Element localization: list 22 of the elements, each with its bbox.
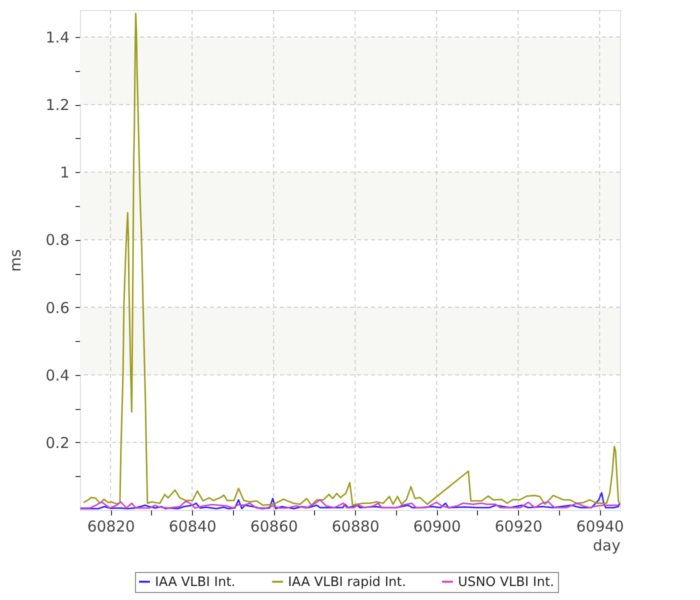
x-tick-label: 60920 — [494, 518, 542, 536]
line-series — [82, 12, 620, 506]
x-tick-label: 60860 — [250, 518, 298, 536]
x-tick-label: 60820 — [87, 518, 135, 536]
x-axis-title: day — [592, 536, 621, 554]
y-tick-label: 1.2 — [46, 96, 70, 114]
x-tick-label: 60840 — [168, 518, 216, 536]
y-tick-label: 1 — [60, 164, 70, 182]
y-tick-label: 0.8 — [46, 231, 70, 250]
y-tick-label: 0.6 — [46, 298, 70, 317]
x-tick-label: 60940 — [576, 518, 624, 536]
y-tick-label: 1.4 — [46, 28, 70, 47]
y-tick-label: 0.2 — [46, 434, 70, 452]
y-axis-title: ms — [6, 249, 25, 272]
y-tick-label: 0.4 — [46, 366, 70, 384]
legend-label: IAA VLBI Int. — [155, 574, 236, 590]
x-tick-label: 60900 — [413, 518, 461, 536]
x-tick-label: 60880 — [332, 518, 380, 536]
legend-label: USNO VLBI Int. — [458, 574, 554, 590]
legend-label: IAA VLBI rapid Int. — [288, 574, 406, 590]
line-series — [80, 499, 620, 509]
line-series — [80, 492, 620, 510]
